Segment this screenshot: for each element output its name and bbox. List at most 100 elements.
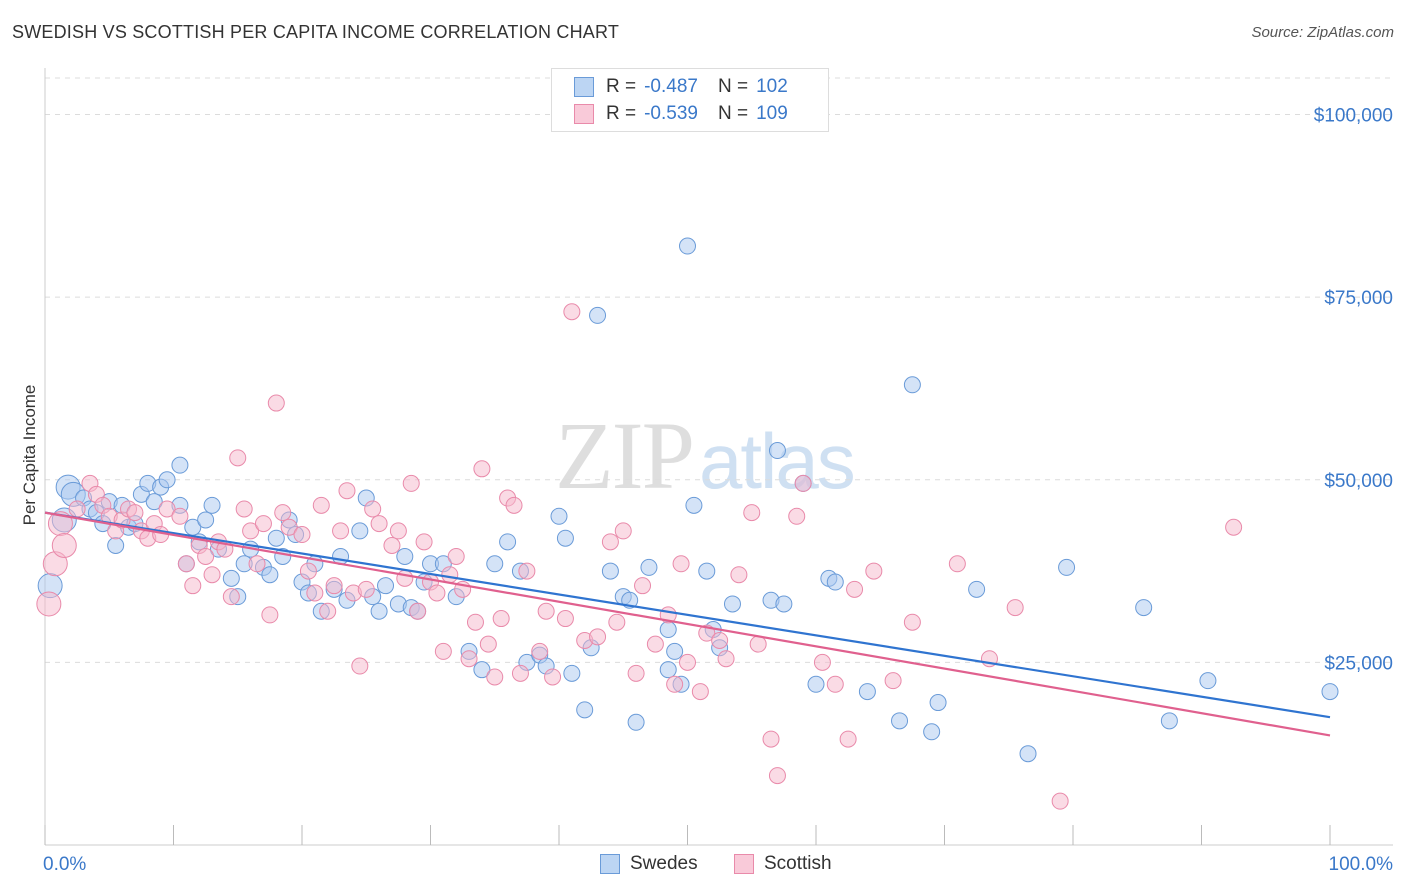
scottish-point <box>274 504 292 522</box>
scottish-point <box>370 515 388 533</box>
scottish-point <box>634 577 652 595</box>
swedes-point <box>666 642 684 660</box>
scottish-point <box>177 555 195 573</box>
swedes-point <box>107 537 125 555</box>
swedes-point <box>923 723 941 741</box>
scottish-point <box>351 657 369 675</box>
y-tick-label: $75,000 <box>1324 288 1393 309</box>
scottish-point <box>383 537 401 555</box>
scottish-point <box>948 555 966 573</box>
swedes-point <box>640 558 658 576</box>
scottish-point <box>447 547 465 565</box>
swedes-point <box>556 529 574 547</box>
scottish-point <box>229 449 247 467</box>
scottish-point <box>865 562 883 580</box>
scottish-point <box>415 533 433 551</box>
swedes-point <box>197 511 215 529</box>
scottish-point <box>473 460 491 478</box>
scottish-point <box>171 507 189 525</box>
scottish-point <box>158 500 176 518</box>
swedes-point <box>171 456 189 474</box>
scottish-point <box>36 591 62 617</box>
scottish-point <box>711 631 729 649</box>
scottish-point <box>672 555 690 573</box>
scottish-point <box>627 664 645 682</box>
scottish-point <box>505 496 523 514</box>
scottish-point <box>749 635 767 653</box>
swedes-point <box>1199 672 1217 690</box>
scottish-r-label: R = <box>606 103 637 124</box>
scottish-r-value: -0.539 <box>644 103 698 124</box>
axis-layer <box>44 68 1393 846</box>
scottish-point <box>743 504 761 522</box>
swedes-legend-label: Swedes <box>630 853 698 874</box>
scottish-point <box>434 642 452 660</box>
legend-row-swedes: R = -0.487 N = 102 <box>574 74 788 100</box>
scottish-point <box>691 683 709 701</box>
swedes-legend-icon <box>600 854 620 874</box>
swedes-n-label: N = <box>717 76 749 97</box>
swedes-swatch-icon <box>574 77 594 97</box>
scottish-point <box>428 584 446 602</box>
scottish-point <box>788 507 806 525</box>
swedes-point <box>576 701 594 719</box>
swedes-point <box>1160 712 1178 730</box>
scottish-point <box>197 547 215 565</box>
scottish-point <box>396 569 414 587</box>
scottish-point <box>338 482 356 500</box>
swedes-point <box>370 602 388 620</box>
scottish-point <box>357 580 375 598</box>
scottish-point <box>1051 792 1069 810</box>
swedes-point <box>589 306 607 324</box>
scottish-point <box>325 577 343 595</box>
swedes-point <box>1019 745 1037 763</box>
legend-row-scottish: R = -0.539 N = 109 <box>574 101 788 127</box>
bottom-legend-scottish: Scottish <box>734 852 832 876</box>
scottish-swatch-icon <box>574 104 594 124</box>
swedes-point <box>267 529 285 547</box>
scottish-point <box>51 533 77 559</box>
scottish-point <box>1006 599 1024 617</box>
scottish-trend-line <box>44 511 1331 737</box>
scottish-point <box>312 496 330 514</box>
scottish-point <box>518 562 536 580</box>
scottish-point <box>68 500 86 518</box>
x-tick-label-min: 0.0% <box>43 854 86 875</box>
scottish-point <box>203 566 221 584</box>
scottish-points <box>36 303 1243 810</box>
swedes-point <box>968 580 986 598</box>
swedes-r-value: -0.487 <box>644 76 698 97</box>
y-tick-label: $50,000 <box>1324 471 1393 492</box>
swedes-point <box>723 595 741 613</box>
swedes-point <box>563 664 581 682</box>
chart-title: SWEDISH VS SCOTTISH PER CAPITA INCOME CO… <box>12 22 620 42</box>
swedes-points <box>37 237 1339 763</box>
bottom-legend-swedes: Swedes <box>600 852 698 876</box>
scottish-point <box>184 577 202 595</box>
swedes-point <box>659 621 677 639</box>
scottish-point <box>492 610 510 628</box>
scottish-point <box>614 522 632 540</box>
swedes-trend-line <box>44 511 1331 719</box>
scottish-point <box>441 566 459 584</box>
swedes-point <box>396 547 414 565</box>
scottish-point <box>839 730 857 748</box>
swedes-n-value: 102 <box>756 76 788 97</box>
scottish-point <box>235 500 253 518</box>
y-tick-label: $25,000 <box>1324 653 1393 674</box>
scottish-point <box>826 675 844 693</box>
scottish-point <box>486 668 504 686</box>
scottish-point <box>679 653 696 671</box>
swedes-point <box>203 496 221 514</box>
scottish-point <box>730 566 748 584</box>
scottish-point <box>248 555 266 573</box>
scottish-point <box>531 642 549 660</box>
swedes-point <box>601 562 619 580</box>
swedes-point <box>377 577 395 595</box>
scottish-point <box>1225 518 1243 536</box>
swedes-point <box>145 493 163 511</box>
scottish-point <box>813 653 831 671</box>
x-tick-label-max: 100.0% <box>1329 854 1394 875</box>
scottish-point <box>222 588 240 606</box>
tick-labels: $25,000 $50,000 $75,000 $100,000 0.0% 100.0% <box>43 106 1393 875</box>
